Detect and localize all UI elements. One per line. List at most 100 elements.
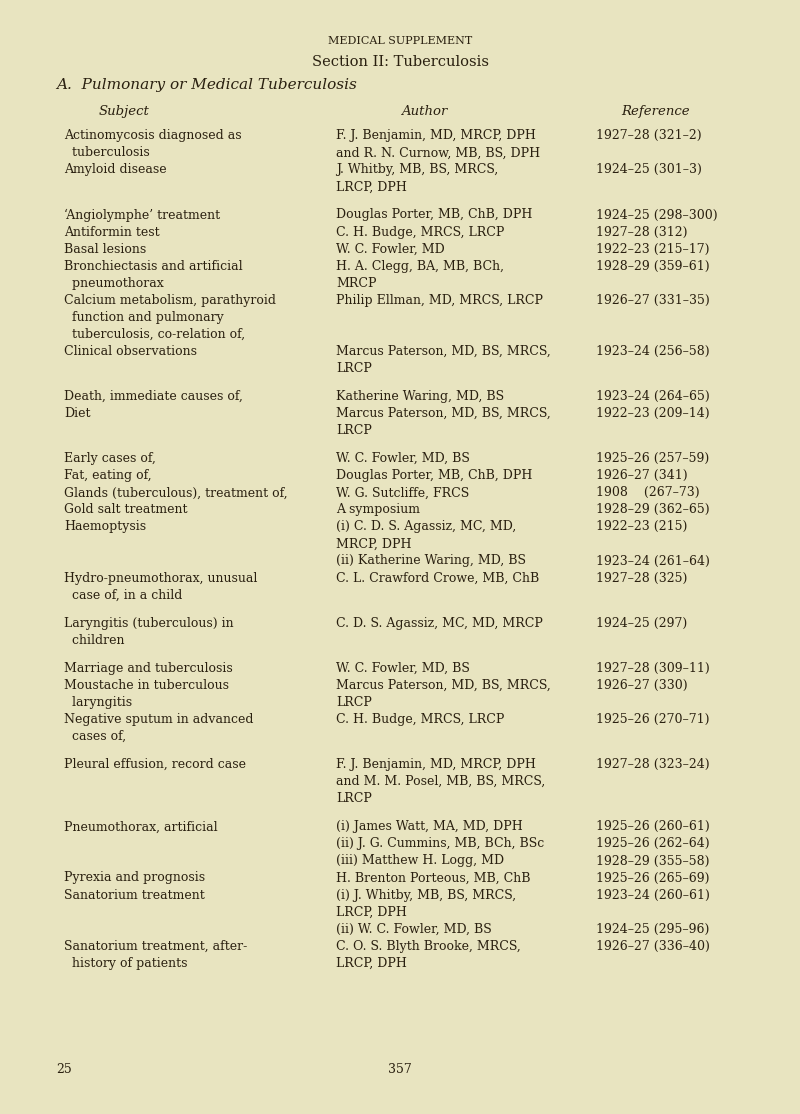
Text: 1926–27 (336–40): 1926–27 (336–40) [596,940,710,952]
Text: (i) C. D. S. Agassiz, MC, MD,: (i) C. D. S. Agassiz, MC, MD, [336,520,516,534]
Text: (i) J. Whitby, MB, BS, MRCS,: (i) J. Whitby, MB, BS, MRCS, [336,889,516,901]
Text: 1924–25 (301–3): 1924–25 (301–3) [596,164,702,176]
Text: 1923–24 (264–65): 1923–24 (264–65) [596,390,710,403]
Text: Subject: Subject [98,105,150,118]
Text: 1925–26 (260–61): 1925–26 (260–61) [596,820,710,833]
Text: Antiformin test: Antiformin test [64,225,160,238]
Text: Katherine Waring, MD, BS: Katherine Waring, MD, BS [336,390,504,403]
Text: 357: 357 [388,1063,412,1076]
Text: H. A. Clegg, BA, MB, BCh,: H. A. Clegg, BA, MB, BCh, [336,260,504,273]
Text: (i) James Watt, MA, MD, DPH: (i) James Watt, MA, MD, DPH [336,820,522,833]
Text: pneumothorax: pneumothorax [64,276,164,290]
Text: 1924–25 (295–96): 1924–25 (295–96) [596,922,710,936]
Text: Amyloid disease: Amyloid disease [64,164,166,176]
Text: W. G. Sutcliffe, FRCS: W. G. Sutcliffe, FRCS [336,487,470,499]
Text: Sanatorium treatment: Sanatorium treatment [64,889,205,901]
Text: Pleural effusion, record case: Pleural effusion, record case [64,759,246,771]
Text: LRCP: LRCP [336,424,372,437]
Text: 1925–26 (262–64): 1925–26 (262–64) [596,838,710,850]
Text: Laryngitis (tuberculous) in: Laryngitis (tuberculous) in [64,617,234,629]
Text: 1908    (267–73): 1908 (267–73) [596,487,700,499]
Text: tuberculosis: tuberculosis [64,146,150,159]
Text: W. C. Fowler, MD: W. C. Fowler, MD [336,243,445,255]
Text: A symposium: A symposium [336,504,420,517]
Text: LRCP: LRCP [336,362,372,375]
Text: LRCP, DPH: LRCP, DPH [336,906,407,919]
Text: 1925–26 (257–59): 1925–26 (257–59) [596,452,710,466]
Text: LRCP: LRCP [336,792,372,805]
Text: 1924–25 (297): 1924–25 (297) [596,617,687,629]
Text: Philip Ellman, MD, MRCS, LRCP: Philip Ellman, MD, MRCS, LRCP [336,294,543,306]
Text: 1924–25 (298–300): 1924–25 (298–300) [596,208,718,222]
Text: W. C. Fowler, MD, BS: W. C. Fowler, MD, BS [336,662,470,675]
Text: C. O. S. Blyth Brooke, MRCS,: C. O. S. Blyth Brooke, MRCS, [336,940,521,952]
Text: LRCP: LRCP [336,696,372,709]
Text: W. C. Fowler, MD, BS: W. C. Fowler, MD, BS [336,452,470,466]
Text: Haemoptysis: Haemoptysis [64,520,146,534]
Text: Pyrexia and prognosis: Pyrexia and prognosis [64,871,205,885]
Text: Death, immediate causes of,: Death, immediate causes of, [64,390,243,403]
Text: J. Whitby, MB, BS, MRCS,: J. Whitby, MB, BS, MRCS, [336,164,498,176]
Text: 1926–27 (331–35): 1926–27 (331–35) [596,294,710,306]
Text: A.  Pulmonary or Medical Tuberculosis: A. Pulmonary or Medical Tuberculosis [56,78,357,91]
Text: Early cases of,: Early cases of, [64,452,156,466]
Text: and M. M. Posel, MB, BS, MRCS,: and M. M. Posel, MB, BS, MRCS, [336,775,546,789]
Text: history of patients: history of patients [64,957,187,969]
Text: 1927–28 (321–2): 1927–28 (321–2) [596,129,702,143]
Text: 1928–29 (355–58): 1928–29 (355–58) [596,854,710,868]
Text: H. Brenton Porteous, MB, ChB: H. Brenton Porteous, MB, ChB [336,871,530,885]
Text: Marcus Paterson, MD, BS, MRCS,: Marcus Paterson, MD, BS, MRCS, [336,345,550,358]
Text: Douglas Porter, MB, ChB, DPH: Douglas Porter, MB, ChB, DPH [336,469,532,482]
Text: Section II: Tuberculosis: Section II: Tuberculosis [311,56,489,69]
Text: 1923–24 (256–58): 1923–24 (256–58) [596,345,710,358]
Text: LRCP, DPH: LRCP, DPH [336,957,407,969]
Text: 1926–27 (341): 1926–27 (341) [596,469,688,482]
Text: Hydro-pneumothorax, unusual: Hydro-pneumothorax, unusual [64,571,258,585]
Text: Reference: Reference [622,105,690,118]
Text: (ii) Katherine Waring, MD, BS: (ii) Katherine Waring, MD, BS [336,555,526,567]
Text: C. H. Budge, MRCS, LRCP: C. H. Budge, MRCS, LRCP [336,225,504,238]
Text: 25: 25 [56,1063,72,1076]
Text: Author: Author [401,105,447,118]
Text: Marriage and tuberculosis: Marriage and tuberculosis [64,662,233,675]
Text: 1925–26 (265–69): 1925–26 (265–69) [596,871,710,885]
Text: 1922–23 (215): 1922–23 (215) [596,520,687,534]
Text: 1927–28 (325): 1927–28 (325) [596,571,687,585]
Text: Actinomycosis diagnosed as: Actinomycosis diagnosed as [64,129,242,143]
Text: Basal lesions: Basal lesions [64,243,146,255]
Text: C. H. Budge, MRCS, LRCP: C. H. Budge, MRCS, LRCP [336,713,504,726]
Text: F. J. Benjamin, MD, MRCP, DPH: F. J. Benjamin, MD, MRCP, DPH [336,759,536,771]
Text: F. J. Benjamin, MD, MRCP, DPH: F. J. Benjamin, MD, MRCP, DPH [336,129,536,143]
Text: (ii) J. G. Cummins, MB, BCh, BSc: (ii) J. G. Cummins, MB, BCh, BSc [336,838,544,850]
Text: laryngitis: laryngitis [64,696,132,709]
Text: 1926–27 (330): 1926–27 (330) [596,678,688,692]
Text: (ii) W. C. Fowler, MD, BS: (ii) W. C. Fowler, MD, BS [336,922,492,936]
Text: 1927–28 (312): 1927–28 (312) [596,225,687,238]
Text: 1928–29 (362–65): 1928–29 (362–65) [596,504,710,517]
Text: 1928–29 (359–61): 1928–29 (359–61) [596,260,710,273]
Text: (iii) Matthew H. Logg, MD: (iii) Matthew H. Logg, MD [336,854,504,868]
Text: C. D. S. Agassiz, MC, MD, MRCP: C. D. S. Agassiz, MC, MD, MRCP [336,617,543,629]
Text: MEDICAL SUPPLEMENT: MEDICAL SUPPLEMENT [328,37,472,46]
Text: tuberculosis, co-relation of,: tuberculosis, co-relation of, [64,328,245,341]
Text: LRCP, DPH: LRCP, DPH [336,180,407,194]
Text: Marcus Paterson, MD, BS, MRCS,: Marcus Paterson, MD, BS, MRCS, [336,678,550,692]
Text: and R. N. Curnow, MB, BS, DPH: and R. N. Curnow, MB, BS, DPH [336,146,540,159]
Text: Clinical observations: Clinical observations [64,345,197,358]
Text: Glands (tuberculous), treatment of,: Glands (tuberculous), treatment of, [64,487,288,499]
Text: MRCP: MRCP [336,276,377,290]
Text: Marcus Paterson, MD, BS, MRCS,: Marcus Paterson, MD, BS, MRCS, [336,407,550,420]
Text: 1927–28 (323–24): 1927–28 (323–24) [596,759,710,771]
Text: Sanatorium treatment, after-: Sanatorium treatment, after- [64,940,247,952]
Text: case of, in a child: case of, in a child [64,588,182,602]
Text: cases of,: cases of, [64,730,126,743]
Text: Negative sputum in advanced: Negative sputum in advanced [64,713,254,726]
Text: children: children [64,634,125,647]
Text: Gold salt treatment: Gold salt treatment [64,504,187,517]
Text: Moustache in tuberculous: Moustache in tuberculous [64,678,229,692]
Text: 1923–24 (261–64): 1923–24 (261–64) [596,555,710,567]
Text: 1923–24 (260–61): 1923–24 (260–61) [596,889,710,901]
Text: ‘Angiolymphe’ treatment: ‘Angiolymphe’ treatment [64,208,220,222]
Text: C. L. Crawford Crowe, MB, ChB: C. L. Crawford Crowe, MB, ChB [336,571,539,585]
Text: Douglas Porter, MB, ChB, DPH: Douglas Porter, MB, ChB, DPH [336,208,532,222]
